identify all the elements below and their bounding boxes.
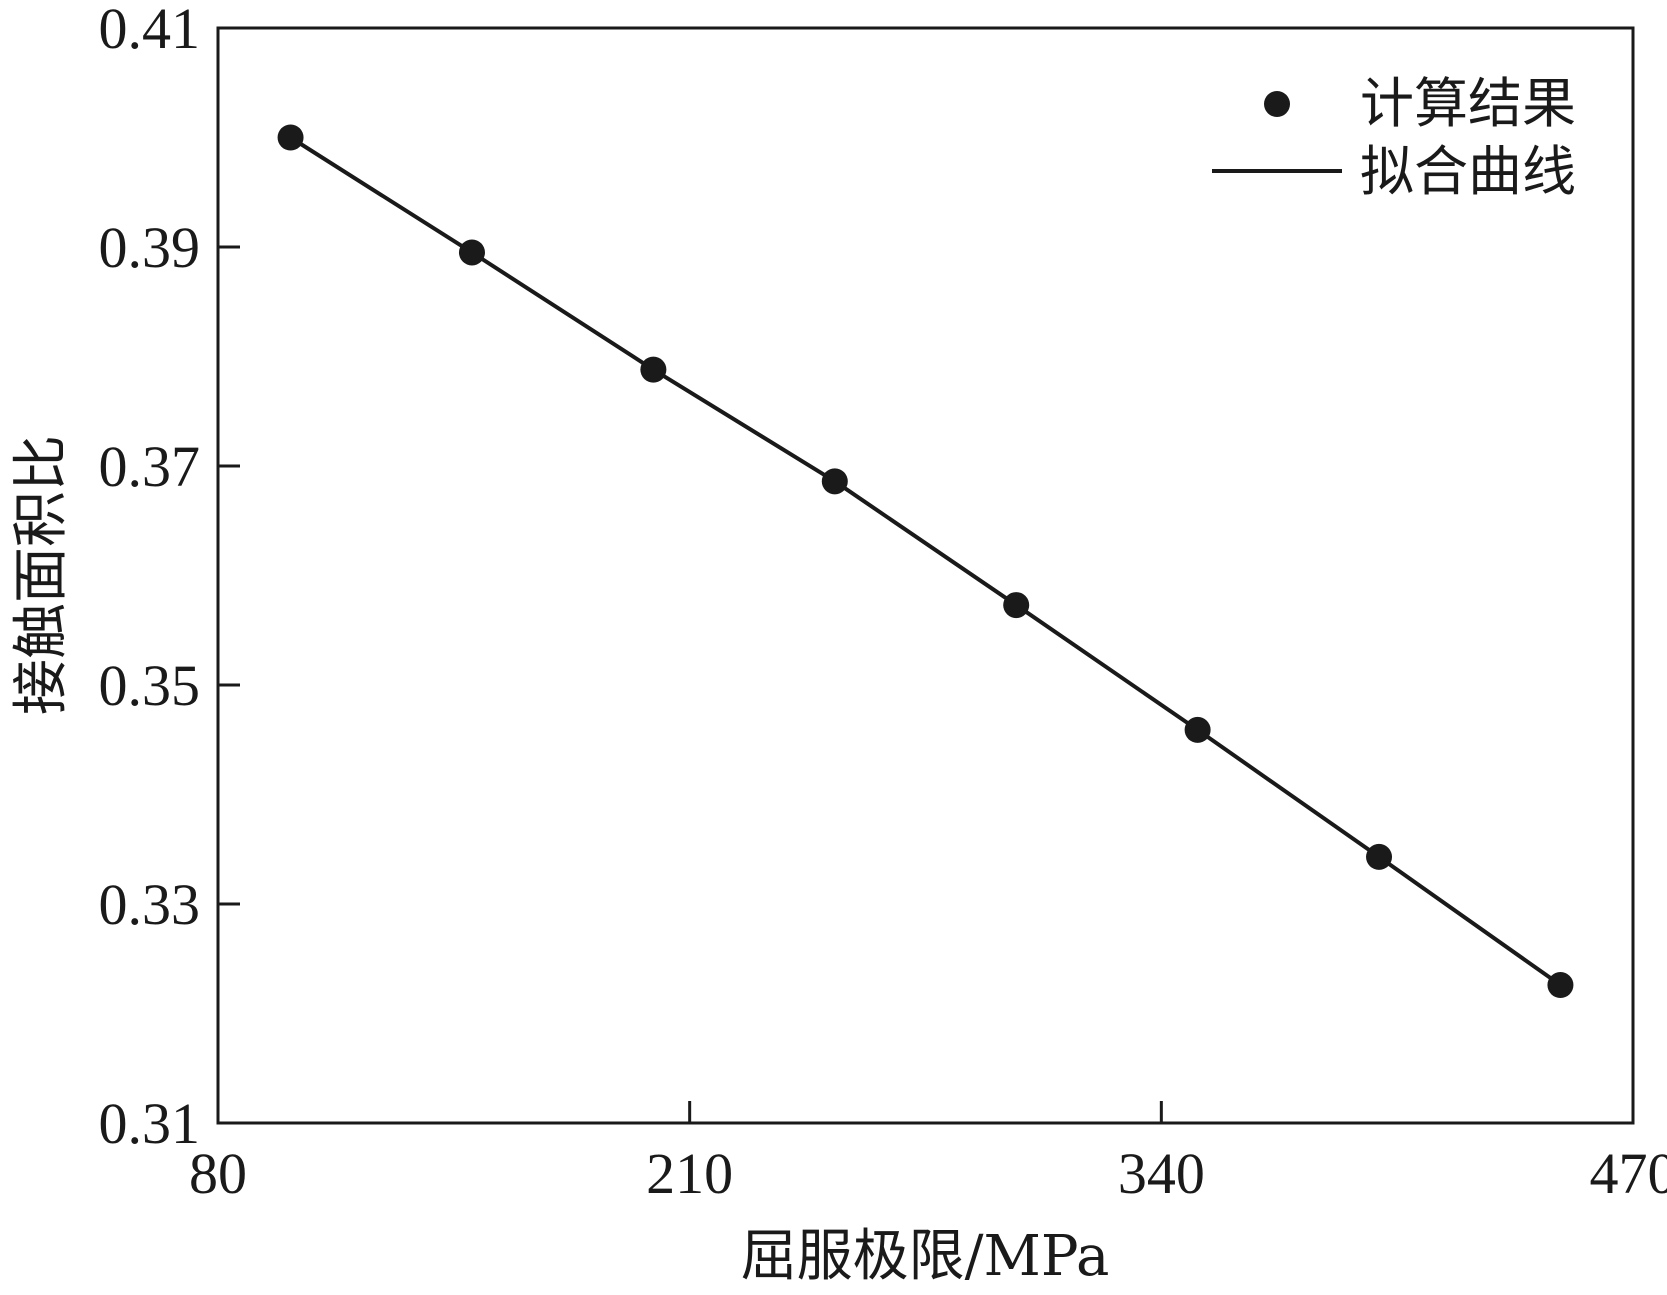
legend-label-markers: 计算结果 [1360, 72, 1576, 135]
plot-frame [216, 26, 1635, 1125]
x-axis-title: 屈服极限/MPa [741, 1224, 1110, 1289]
x-axis-ticks: 80 210 340 470 [189, 1101, 1667, 1206]
y-tick-label: 0.31 [99, 1091, 201, 1156]
fit-curve-line [289, 135, 1562, 987]
y-tick-label: 0.33 [99, 872, 201, 937]
x-tick-label: 470 [1590, 1141, 1667, 1206]
y-tick-label: 0.35 [99, 653, 201, 718]
series-layer [277, 124, 1574, 999]
data-point [1184, 716, 1211, 743]
y-tick-label: 0.37 [99, 434, 201, 499]
x-tick-label: 210 [646, 1141, 733, 1206]
x-tick-label: 80 [189, 1141, 247, 1206]
data-point [821, 468, 848, 495]
data-point [1366, 843, 1393, 870]
data-point [277, 124, 304, 151]
data-point [640, 356, 667, 383]
y-tick-label: 0.39 [99, 215, 201, 280]
y-axis-title: 接触面积比 [9, 435, 74, 715]
legend: 计算结果 拟合曲线 [1212, 72, 1576, 203]
y-axis-ticks: 0.31 0.33 0.35 0.37 0.39 0.41 [99, 0, 240, 1156]
data-point [1003, 592, 1030, 619]
data-point [1547, 972, 1574, 999]
data-point [458, 239, 485, 266]
legend-marker-symbol [1264, 91, 1290, 117]
legend-label-line: 拟合曲线 [1360, 140, 1576, 203]
y-tick-label: 0.41 [99, 0, 201, 61]
x-tick-label: 340 [1118, 1141, 1205, 1206]
